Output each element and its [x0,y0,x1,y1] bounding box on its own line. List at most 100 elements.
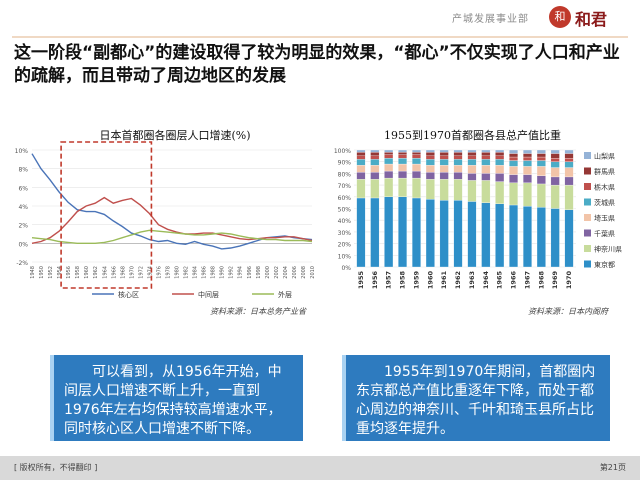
bar-segment-千葉県-1970 [564,176,574,186]
bar-segment-東京都-1968 [536,207,546,268]
right-chart-title: 1955到1970首都圈各县总产值比重 [384,129,561,142]
bar-segment-群馬県-1967 [522,153,532,158]
x-tick-label: 1960 [426,271,434,290]
bar-segment-群馬県-1960 [425,152,435,157]
bar-segment-神奈川県-1966 [509,182,519,206]
bar-segment-千葉県-1964 [481,173,491,181]
bar-segment-群馬県-1965 [495,152,505,157]
bar-segment-埼玉県-1968 [536,166,546,176]
bar-segment-群馬県-1957 [384,152,394,155]
bar-segment-茨城県-1970 [564,161,574,168]
y-tick-label: 8% [18,167,28,174]
bar-segment-栃木県-1962 [453,155,463,160]
x-tick-label: 1974 [147,266,153,279]
x-tick-label: 1964 [482,271,490,290]
legend-label: 中间层 [198,290,219,299]
bar-segment-茨城県-1965 [495,159,505,166]
legend-swatch-埼玉県 [584,214,591,221]
bar-segment-茨城県-1968 [536,160,546,167]
bar-segment-東京都-1967 [522,206,532,268]
bar-segment-埼玉県-1956 [370,165,380,173]
bar-segment-栃木県-1964 [481,155,491,160]
legend-swatch-群馬県 [584,167,591,175]
x-tick-label: 1963 [468,271,476,289]
x-tick-label: 1958 [399,271,407,290]
bar-segment-茨城県-1957 [384,158,394,165]
x-tick-label: 1966 [510,271,518,290]
bar-segment-東京都-1959 [411,197,421,268]
bar-segment-埼玉県-1957 [384,163,394,172]
y-tick-label: 10% [15,148,29,155]
bar-segment-栃木県-1956 [370,155,380,160]
y-tick-label: 20% [338,242,352,249]
bar-segment-神奈川県-1960 [425,179,435,200]
bar-segment-茨城県-1958 [398,158,408,165]
bar-segment-神奈川県-1961 [439,179,449,201]
bar-segment-山梨県-1955 [356,149,366,153]
bar-segment-埼玉県-1961 [439,165,449,173]
series-line-中间层 [31,196,313,244]
x-tick-label: 1992 [229,266,235,279]
bar-segment-栃木県-1970 [564,158,574,162]
x-tick-label: 1966 [111,266,117,279]
x-tick-label: 1961 [440,271,448,290]
population-growth-line-chart: -2% 0% 2% 4% 6% 8% 10% 1948 1950 1952 1954 1956 1958… [15,141,316,299]
bar-segment-神奈川県-1967 [522,182,532,207]
x-tick-label: 1976 [156,266,162,279]
bar-segment-茨城県-1956 [370,159,380,166]
bar-segment-山梨県-1960 [425,149,435,153]
bar-segment-群馬県-1969 [550,153,560,159]
x-tick-label: 2008 [301,266,307,279]
bar-segment-東京都-1956 [370,197,380,268]
x-tick-label: 1959 [412,271,420,290]
bar-segment-茨城県-1963 [467,159,477,166]
bar-segment-千葉県-1958 [398,170,408,179]
y-tick-label: 6% [18,185,28,192]
y-tick-label: 80% [338,171,352,178]
bar-segment-神奈川県-1968 [536,183,546,208]
legend-swatch-栃木県 [584,183,591,190]
right-chart-source: 资料来源：日本内阁府 [528,307,608,316]
bar-segment-群馬県-1958 [398,152,408,155]
bar-segment-東京都-1964 [481,202,491,268]
bar-segment-山梨県-1956 [370,149,380,153]
x-tick-label: 1980 [175,266,181,279]
bar-segment-山梨県-1969 [550,149,560,154]
bar-segment-神奈川県-1970 [564,184,574,210]
legend-swatch-山梨県 [584,152,591,159]
bar-segment-埼玉県-1969 [550,167,560,178]
bar-segment-千葉県-1969 [550,176,560,186]
y-tick-label: -2% [16,260,28,267]
y-tick-label: 60% [338,195,352,202]
bar-segment-栃木県-1966 [509,156,519,161]
y-tick-label: 0% [341,265,351,272]
y-tick-label: 2% [18,223,28,230]
x-tick-label: 1960 [84,266,90,279]
x-tick-label: 1984 [193,266,199,279]
bar-segment-栃木県-1958 [398,154,408,159]
x-tick-label: 1955 [357,271,365,290]
x-tick-label: 1964 [102,266,108,279]
bar-segment-千葉県-1960 [425,172,435,180]
right-callout: 1955年到1970年期间，首都圈内东京都总产值比重逐年下降，而处于都心周边的神… [342,355,610,441]
x-tick-label: 2000 [265,266,271,279]
bar-segment-群馬県-1968 [536,153,546,158]
y-tick-label: 10% [338,253,352,260]
x-tick-label: 1970 [129,266,135,279]
bar-segment-東京都-1958 [398,196,408,268]
left-callout-text: 可以看到，从1956年开始，中间层人口增速不断上升，一直到1976年左右均保持较… [64,364,282,437]
bar-segment-神奈川県-1969 [550,184,560,209]
legend-label: 東京都 [594,260,615,269]
bar-segment-山梨県-1967 [522,149,532,154]
bar-segment-山梨県-1965 [495,149,505,153]
bar-segment-東京都-1963 [467,201,477,268]
bar-segment-埼玉県-1964 [481,165,491,174]
bar-segment-千葉県-1967 [522,174,532,183]
legend-swatch-神奈川県 [584,245,591,252]
bar-segment-茨城県-1969 [550,161,560,168]
legend-label: 群馬県 [594,167,615,176]
bar-segment-山梨県-1958 [398,149,408,153]
legend-label: 栃木県 [594,183,615,192]
bar-segment-山梨県-1964 [481,149,491,153]
bar-segment-栃木県-1959 [411,154,421,159]
